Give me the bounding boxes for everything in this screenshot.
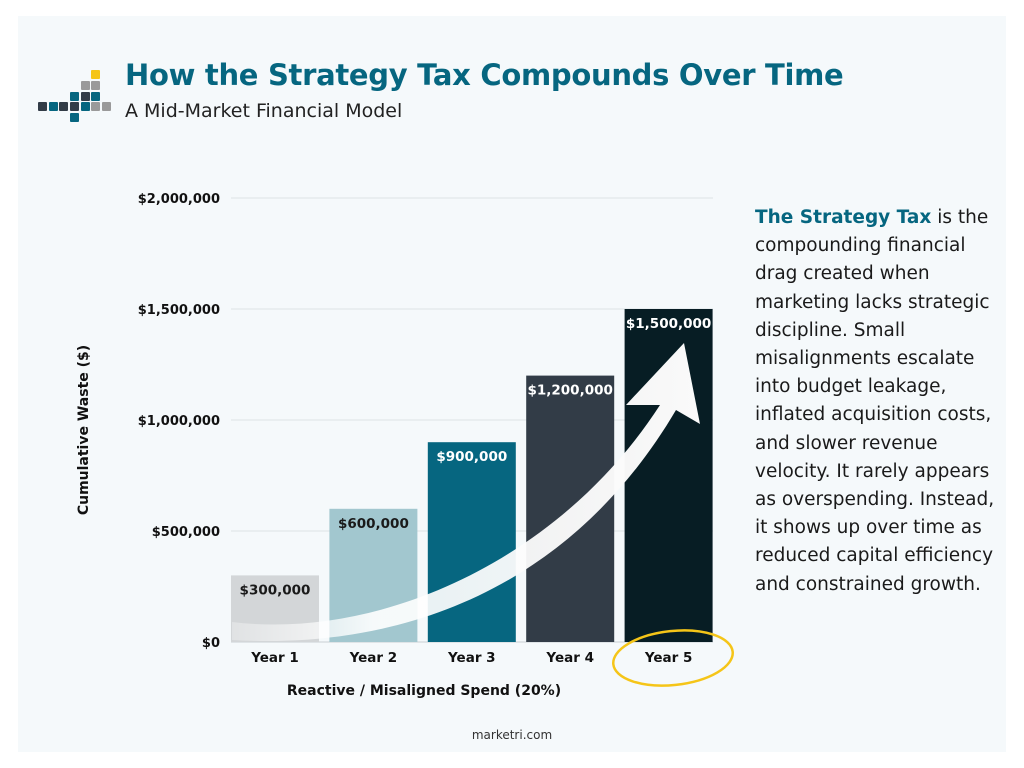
- data-label: $600,000: [338, 516, 409, 532]
- logo-square: [91, 70, 100, 79]
- logo-square: [91, 102, 100, 111]
- logo-square: [70, 113, 79, 122]
- page-subtitle: A Mid-Market Financial Model: [125, 100, 403, 122]
- x-tick-label: Year 2: [349, 650, 398, 666]
- logo-square: [91, 81, 100, 90]
- footer-url: marketri.com: [471, 728, 553, 742]
- logo-square: [91, 92, 100, 101]
- logo-square: [38, 102, 47, 111]
- y-tick-label: $1,500,000: [138, 303, 220, 318]
- page-title: How the Strategy Tax Compounds Over Time: [125, 58, 844, 92]
- strategy-tax-body: is the compounding financial drag create…: [755, 207, 995, 595]
- y-tick-label: $1,000,000: [138, 414, 220, 429]
- x-tick-label: Year 3: [447, 650, 496, 666]
- x-tick-label: Year 4: [545, 650, 594, 666]
- logo-square: [81, 81, 90, 90]
- bar-year-5: [624, 309, 713, 642]
- x-tick-label: Year 1: [250, 650, 299, 666]
- data-label: $900,000: [436, 449, 507, 465]
- y-axis-title: Cumulative Waste ($): [76, 345, 92, 515]
- y-tick-label: $500,000: [152, 525, 220, 540]
- trend-arrow: [232, 343, 700, 642]
- strategy-tax-description: The Strategy Tax is the compounding fina…: [755, 204, 995, 599]
- y-tick-label: $0: [202, 636, 220, 651]
- logo-square: [59, 102, 68, 111]
- logo-square: [102, 102, 111, 111]
- logo-square: [81, 102, 90, 111]
- strategy-tax-term: The Strategy Tax: [755, 207, 932, 228]
- data-label: $1,500,000: [626, 316, 711, 332]
- logo-square: [81, 92, 90, 101]
- logo-square: [70, 92, 79, 101]
- logo-square: [49, 102, 58, 111]
- x-axis-title: Reactive / Misaligned Spend (20%): [287, 683, 561, 699]
- year5-highlight-circle: [612, 629, 734, 687]
- x-tick-label: Year 5: [644, 650, 693, 666]
- data-label: $1,200,000: [527, 383, 612, 399]
- y-tick-label: $2,000,000: [138, 192, 220, 207]
- data-label: $300,000: [240, 582, 311, 598]
- bar-year-3: [427, 442, 516, 642]
- logo-square: [70, 102, 79, 111]
